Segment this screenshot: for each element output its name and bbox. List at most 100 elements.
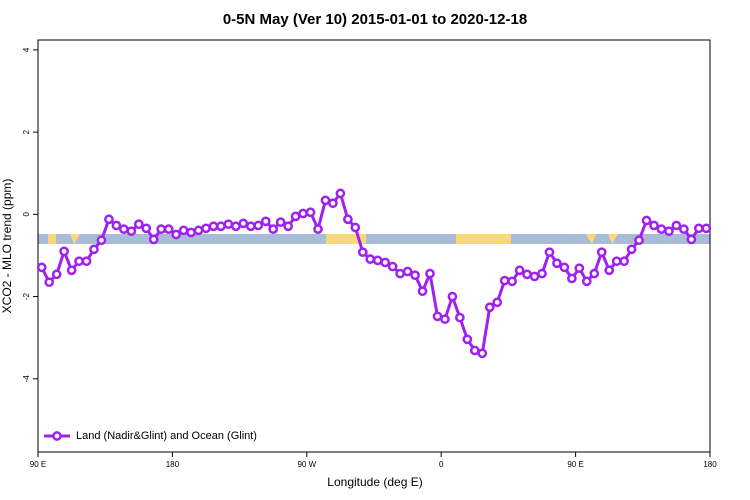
- data-point: [148, 234, 159, 245]
- data-point: [387, 261, 398, 272]
- data-point: [313, 224, 323, 234]
- chart-title: 0-5N May (Ver 10) 2015-01-01 to 2020-12-…: [223, 11, 527, 28]
- data-point: [410, 270, 420, 281]
- data-point: [402, 266, 413, 277]
- data-point: [119, 224, 129, 234]
- data-point: [507, 276, 517, 287]
- data-point: [186, 227, 196, 238]
- data-point: [679, 224, 689, 234]
- data-point: [126, 226, 137, 237]
- data-point: [178, 225, 189, 236]
- data-point: [455, 312, 465, 323]
- y-axis-label: XCO2 - MLO trend (ppm): [0, 179, 14, 314]
- data-point: [701, 223, 712, 234]
- data-point: [156, 224, 167, 234]
- x-tick-label: 180: [703, 460, 717, 469]
- data-point: [649, 220, 659, 231]
- data-point: [604, 265, 615, 276]
- data-point: [589, 268, 600, 279]
- land-ocean-strip: [38, 234, 710, 244]
- data-point: [559, 262, 570, 273]
- data-point: [111, 220, 122, 231]
- data-point: [253, 220, 264, 231]
- data-point: [231, 221, 241, 232]
- data-point: [693, 223, 704, 234]
- data-point: [298, 208, 308, 219]
- x-tick-label: 0: [439, 460, 444, 469]
- data-point: [163, 224, 174, 234]
- data-point: [492, 297, 503, 308]
- data-point: [66, 265, 77, 276]
- data-point: [567, 273, 577, 284]
- data-point: [320, 195, 331, 206]
- data-point: [664, 226, 674, 237]
- y-tick-label: 0: [22, 212, 31, 217]
- plot-frame: [37, 39, 711, 453]
- data-point: [357, 247, 368, 258]
- data-point: [245, 221, 256, 232]
- data-point: [335, 188, 346, 199]
- data-point: [484, 302, 495, 313]
- data-point: [619, 256, 629, 267]
- x-tick-label: 180: [166, 460, 180, 469]
- y-tick-label: -2: [22, 292, 31, 300]
- data-point: [141, 223, 152, 234]
- data-point: [133, 219, 144, 230]
- data-point: [641, 215, 652, 226]
- data-point: [432, 311, 443, 322]
- data-point: [171, 229, 181, 240]
- data-point: [425, 268, 435, 279]
- data-point: [44, 277, 55, 288]
- data-point: [81, 256, 92, 267]
- data-point: [514, 265, 525, 276]
- data-point: [283, 221, 293, 232]
- data-point: [447, 291, 458, 302]
- data-point: [417, 286, 428, 297]
- data-point: [686, 234, 697, 245]
- data-point: [96, 235, 107, 246]
- data-point: [552, 258, 562, 269]
- data-point: [477, 348, 488, 359]
- data-point: [201, 223, 211, 234]
- data-point: [499, 275, 510, 286]
- data-point: [260, 216, 271, 227]
- data-point: [611, 256, 622, 267]
- data-point: [216, 221, 226, 232]
- data-point: [440, 314, 450, 325]
- data-point: [343, 214, 353, 225]
- data-point: [223, 219, 234, 230]
- data-point: [626, 244, 637, 255]
- data-point: [51, 269, 62, 280]
- y-tick-label: 4: [22, 47, 31, 52]
- data-point: [581, 276, 592, 287]
- data-point: [275, 217, 286, 228]
- x-axis-label: Longitude (deg E): [327, 475, 422, 489]
- data-point: [372, 255, 383, 266]
- data-point: [537, 268, 547, 279]
- data-point: [395, 268, 405, 279]
- data-point: [365, 254, 376, 265]
- data-point: [671, 220, 682, 231]
- y-tick-label: -4: [22, 375, 31, 383]
- data-point: [74, 256, 84, 267]
- data-point: [104, 214, 114, 225]
- data-point: [238, 218, 249, 229]
- data-point: [268, 224, 279, 234]
- data-point: [529, 271, 540, 282]
- legend-marker: [52, 431, 62, 441]
- data-point: [89, 244, 99, 255]
- data-point: [634, 235, 644, 246]
- legend-label: Land (Nadir&Glint) and Ocean (Glint): [76, 430, 257, 442]
- data-point: [350, 222, 361, 233]
- x-tick-label: 90 W: [297, 460, 316, 469]
- data-point: [305, 207, 316, 218]
- data-point: [290, 211, 301, 222]
- data-point: [193, 225, 204, 236]
- data-point: [59, 246, 69, 257]
- data-point: [596, 247, 607, 258]
- data-point: [380, 257, 391, 268]
- data-point: [208, 221, 219, 232]
- data-point: [544, 247, 555, 258]
- data-point: [36, 262, 47, 273]
